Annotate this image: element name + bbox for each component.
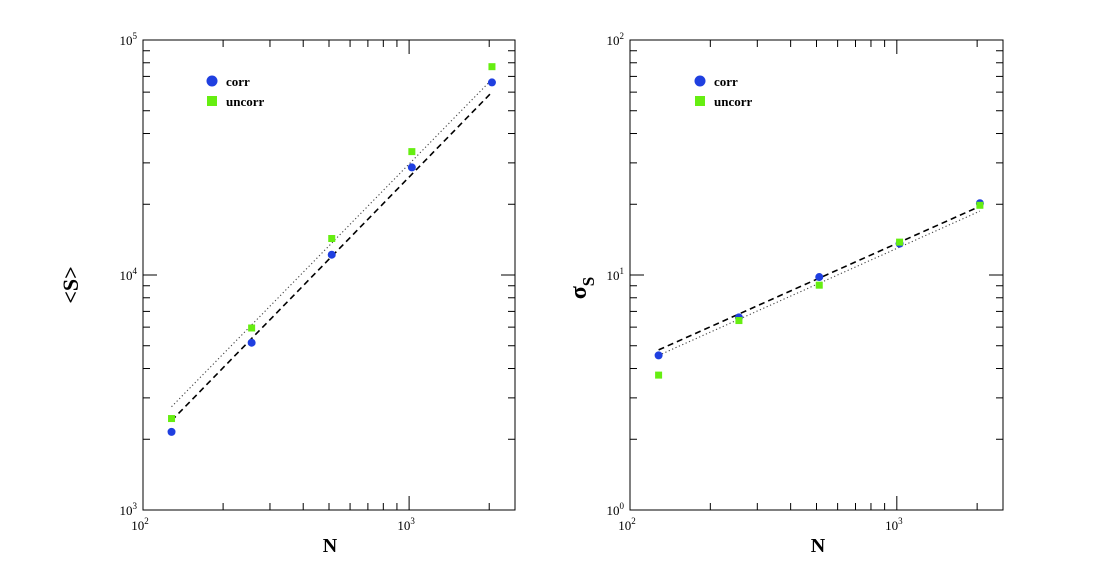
series-corr (654, 199, 984, 360)
axis-ticks (142, 39, 515, 511)
legend-label-corr: corr (226, 74, 250, 89)
point-corr (167, 427, 176, 436)
y-tick-label: 100 (607, 501, 625, 518)
point-uncorr (408, 148, 416, 156)
x-axis-title: N (323, 535, 338, 557)
x-tick-label: 102 (131, 516, 149, 533)
legend-marker-uncorr (207, 96, 217, 106)
point-uncorr (735, 317, 743, 325)
legend-marker-corr (206, 75, 218, 87)
point-uncorr (815, 281, 823, 289)
x-tick-label: 103 (885, 516, 903, 533)
series-uncorr (655, 201, 984, 379)
series-corr (167, 78, 496, 436)
legend-marker-uncorr (695, 96, 705, 106)
x-axis-title: N (811, 535, 826, 557)
series-uncorr (168, 63, 496, 423)
point-uncorr (328, 234, 336, 242)
fit-line-uncorr (658, 210, 981, 356)
y-tick-label: 103 (120, 501, 138, 518)
y-axis-title: σS (566, 277, 598, 300)
point-uncorr (976, 201, 984, 209)
point-corr (654, 351, 663, 360)
point-uncorr (655, 371, 663, 379)
y-axis-title: <S> (58, 266, 83, 303)
y-tick-label: 102 (607, 31, 625, 48)
point-uncorr (896, 238, 904, 246)
plot-frame (142, 39, 516, 511)
y-tick-label: 101 (607, 266, 625, 283)
fit-line-corr (170, 91, 493, 422)
legend-label-corr: corr (714, 74, 738, 89)
legend: corr uncorr (694, 74, 753, 109)
legend-label-uncorr: uncorr (226, 94, 265, 109)
point-corr (407, 163, 416, 172)
x-tick-label: 103 (397, 516, 415, 533)
point-corr (247, 338, 256, 347)
chart-panel-2: 102 103 100 101 102 NσS corr uncorr (566, 31, 1004, 557)
point-uncorr (248, 324, 256, 332)
y-tick-label: 105 (120, 31, 138, 48)
legend-label-uncorr: uncorr (714, 94, 753, 109)
point-uncorr (488, 63, 496, 71)
x-tick-label: 102 (618, 516, 636, 533)
axis-ticks (629, 39, 1003, 511)
legend-marker-corr (694, 75, 706, 87)
fit-line-uncorr (171, 78, 493, 408)
legend: corr uncorr (206, 74, 265, 109)
point-corr (487, 78, 496, 87)
point-uncorr (168, 415, 176, 423)
point-corr (327, 250, 336, 259)
y-tick-label: 104 (120, 266, 138, 283)
point-corr (815, 273, 824, 282)
